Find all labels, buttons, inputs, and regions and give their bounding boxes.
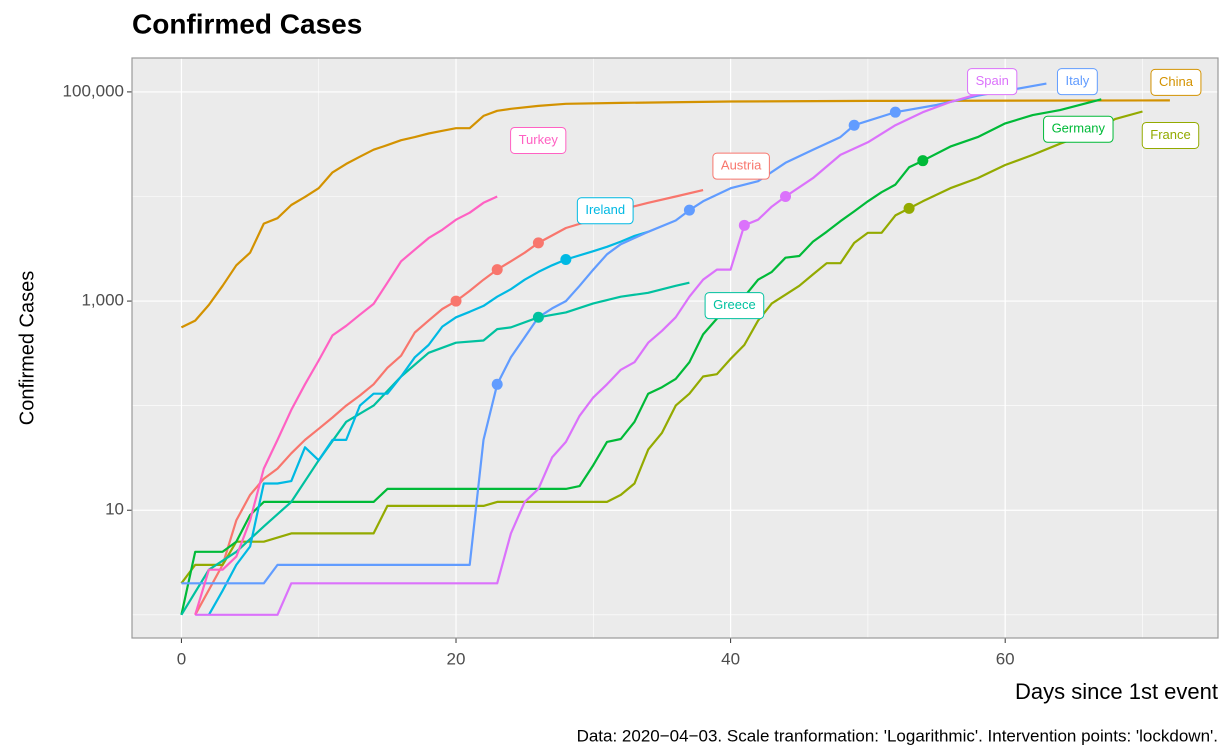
x-tick-label: 0	[177, 649, 186, 668]
series-label-box	[712, 152, 770, 180]
series-label: China	[1150, 68, 1202, 96]
series-label-text: China	[1159, 74, 1194, 89]
series-label-box	[1141, 121, 1200, 149]
series-label-box	[1043, 115, 1114, 143]
series-label-box	[967, 68, 1018, 96]
y-tick-label: 1,000	[81, 291, 124, 310]
lockdown-point	[903, 202, 915, 214]
x-tick-label: 60	[996, 649, 1015, 668]
series-label-text: Ireland	[585, 202, 625, 217]
y-axis-title: Confirmed Cases	[16, 271, 38, 426]
series-line	[181, 82, 1047, 585]
lockdown-point	[532, 237, 544, 249]
series-line	[194, 195, 498, 616]
series-label: Turkey	[510, 126, 567, 154]
lockdown-point	[491, 378, 503, 390]
x-axis-title: Days since 1st event	[1015, 679, 1218, 704]
lockdown-point	[532, 311, 544, 323]
caption: Data: 2020−04−03. Scale tranformation: '…	[577, 726, 1218, 745]
series-label: France	[1141, 121, 1200, 149]
x-tick-label: 20	[447, 649, 466, 668]
x-tick-label: 40	[721, 649, 740, 668]
y-tick-label: 100,000	[63, 81, 124, 100]
lockdown-point	[491, 264, 503, 276]
lockdown-point	[560, 253, 572, 265]
panel-border	[131, 57, 1219, 639]
lockdown-point	[450, 295, 462, 307]
series-label-text: Italy	[1065, 73, 1089, 88]
series-label-box	[510, 126, 567, 154]
series-label-box	[576, 197, 634, 225]
series-label-text: France	[1150, 127, 1190, 142]
series-label: Ireland	[576, 197, 634, 225]
series-line	[180, 99, 1170, 329]
lockdown-point	[848, 119, 860, 131]
series-label: Austria	[712, 152, 770, 180]
series-line	[180, 281, 690, 616]
lockdown-point	[917, 155, 929, 167]
series-label-text: Germany	[1052, 121, 1106, 136]
lockdown-point	[889, 106, 901, 118]
lockdown-point	[683, 204, 695, 216]
plot-panel	[132, 58, 1218, 638]
lockdown-point	[738, 219, 750, 231]
series-label: Spain	[967, 68, 1018, 96]
series-label-box	[704, 292, 765, 320]
series-label: Greece	[704, 292, 765, 320]
lockdown-point	[780, 190, 792, 202]
series-line	[195, 86, 1006, 616]
series-label-box	[1150, 68, 1202, 96]
series-line	[194, 189, 704, 616]
series-label-text: Greece	[713, 297, 756, 312]
series-label-text: Austria	[721, 158, 762, 173]
chart-title: Confirmed Cases	[132, 8, 362, 39]
series-label: Germany	[1043, 115, 1114, 143]
series-label-text: Spain	[976, 73, 1009, 88]
series-label: Italy	[1056, 68, 1098, 96]
series-label-text: Turkey	[519, 132, 559, 147]
series-label-box	[1056, 68, 1098, 96]
series-line	[180, 110, 1143, 584]
y-tick-label: 10	[105, 500, 124, 519]
